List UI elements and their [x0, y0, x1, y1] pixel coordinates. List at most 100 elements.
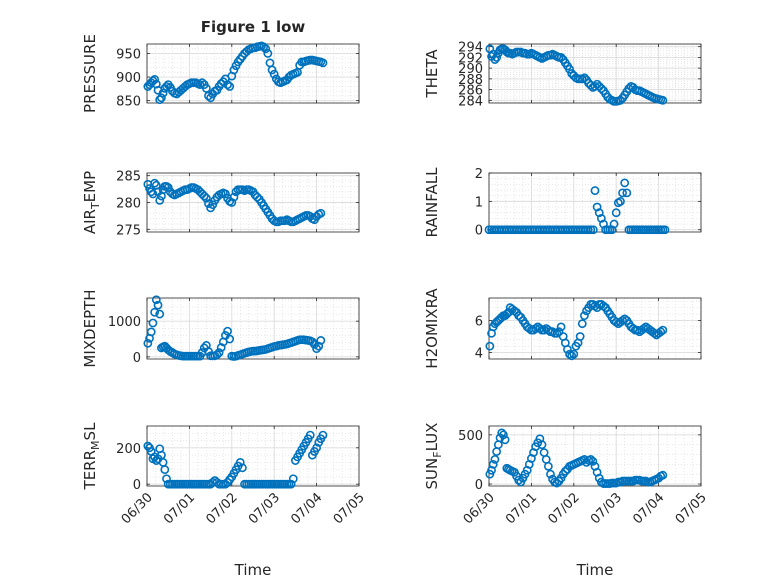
y-tick-label: 286	[458, 84, 483, 99]
data-point	[153, 300, 163, 310]
data-point	[310, 339, 319, 349]
data-point	[225, 82, 235, 91]
data-point	[223, 326, 232, 336]
y-axis-label: MIXDEPTH	[81, 289, 99, 367]
data-point	[261, 44, 271, 54]
y-label-part: EMP	[81, 171, 99, 202]
data-point	[307, 337, 317, 347]
data-point	[157, 93, 166, 103]
y-axis-label: SUNFLUX	[423, 423, 444, 490]
data-point	[155, 195, 165, 205]
data-point	[259, 42, 268, 52]
data-point	[658, 470, 668, 480]
data-point	[150, 178, 160, 188]
y-label-subscript: M	[89, 440, 102, 450]
data-point	[514, 311, 524, 321]
y-label-part: LUX	[423, 423, 441, 452]
data-point	[155, 309, 165, 319]
data-points	[485, 44, 668, 106]
data-point	[146, 327, 156, 337]
ticks	[488, 44, 702, 103]
x-tick-label: 07/02	[546, 490, 583, 527]
data-point	[563, 344, 572, 354]
data-point	[143, 338, 153, 348]
y-tick-label: 850	[116, 95, 141, 110]
data-point	[212, 350, 222, 360]
subplot-sun_flux: 0 500 SUNFLUX 06/30 07/01 07/02 07/03 07/04 07/0…	[423, 423, 710, 579]
data-point	[616, 196, 625, 206]
x-tick-label: 07/03	[588, 490, 625, 527]
subplot-terr_msl: 0 200 TERRMSL 06/30 07/01 07/02 07/03 07/04 07/0…	[81, 422, 368, 579]
data-point	[514, 475, 524, 485]
data-point	[269, 69, 279, 79]
axes-box	[488, 297, 702, 360]
y-tick-label: 0	[475, 224, 483, 239]
ticks	[488, 298, 702, 359]
x-tick-label: 06/30	[461, 490, 498, 527]
data-point	[565, 64, 574, 74]
data-point	[151, 295, 161, 305]
y-tick-label: 275	[116, 223, 141, 238]
data-point	[560, 466, 570, 476]
data-point	[148, 189, 158, 199]
ticks	[146, 173, 360, 232]
x-axis-label: Time	[576, 561, 614, 579]
x-tick-label: 07/02	[204, 490, 241, 527]
data-point	[316, 208, 326, 218]
data-point	[252, 192, 262, 202]
subplot-pressure: 850 900 950 PRESSURE Figure 1 low	[81, 18, 360, 113]
data-point	[150, 307, 160, 317]
y-tick-label: 294	[458, 41, 483, 56]
data-point	[502, 309, 512, 319]
y-axis-label: TERRMSL	[81, 422, 102, 491]
x-tick-label: 07/04	[630, 490, 667, 527]
data-point	[499, 430, 508, 440]
data-point	[622, 188, 632, 198]
data-point	[488, 459, 498, 469]
subplot-mixdepth: 0 1000 MIXDEPTH	[81, 289, 360, 368]
y-tick-label: 284	[458, 94, 483, 109]
data-point	[596, 84, 606, 93]
data-point	[510, 306, 519, 316]
data-point	[312, 344, 321, 354]
data-point	[592, 202, 602, 212]
data-point	[590, 186, 600, 195]
x-tick-label: 07/05	[331, 490, 368, 527]
data-point	[554, 327, 564, 337]
data-points	[484, 178, 670, 235]
ticks	[146, 44, 360, 103]
axes-box	[488, 172, 702, 233]
data-point	[537, 440, 547, 450]
data-points	[143, 178, 326, 227]
data-point	[487, 465, 496, 475]
y-axis-label: PRESSURE	[81, 34, 99, 113]
subplot-rainfall: 0 1 2 RAINFALL	[423, 167, 702, 239]
y-tick-label: 292	[458, 51, 483, 66]
data-point	[620, 314, 630, 324]
data-point	[577, 319, 587, 329]
data-point	[286, 479, 296, 489]
data-point	[535, 324, 545, 333]
data-point	[500, 435, 510, 445]
data-point	[552, 478, 562, 488]
y-tick-label: 6	[475, 314, 483, 329]
y-tick-label: 4	[475, 347, 483, 362]
y-tick-label: 1000	[108, 315, 141, 330]
data-point	[318, 58, 328, 68]
data-point	[162, 82, 171, 91]
data-point	[497, 428, 507, 438]
data-point	[599, 219, 608, 229]
data-point	[620, 178, 630, 188]
data-point	[588, 225, 598, 235]
data-point	[586, 455, 596, 464]
data-point	[569, 349, 579, 359]
data-point	[580, 73, 589, 83]
y-tick-label: 1	[475, 195, 483, 210]
data-points	[143, 295, 326, 361]
data-point	[155, 95, 165, 105]
data-point	[490, 455, 500, 464]
subplot-air_temp: 275 280 285 AIRTEMP	[81, 170, 360, 238]
y-tick-label: 285	[116, 170, 141, 185]
data-point	[588, 457, 598, 466]
